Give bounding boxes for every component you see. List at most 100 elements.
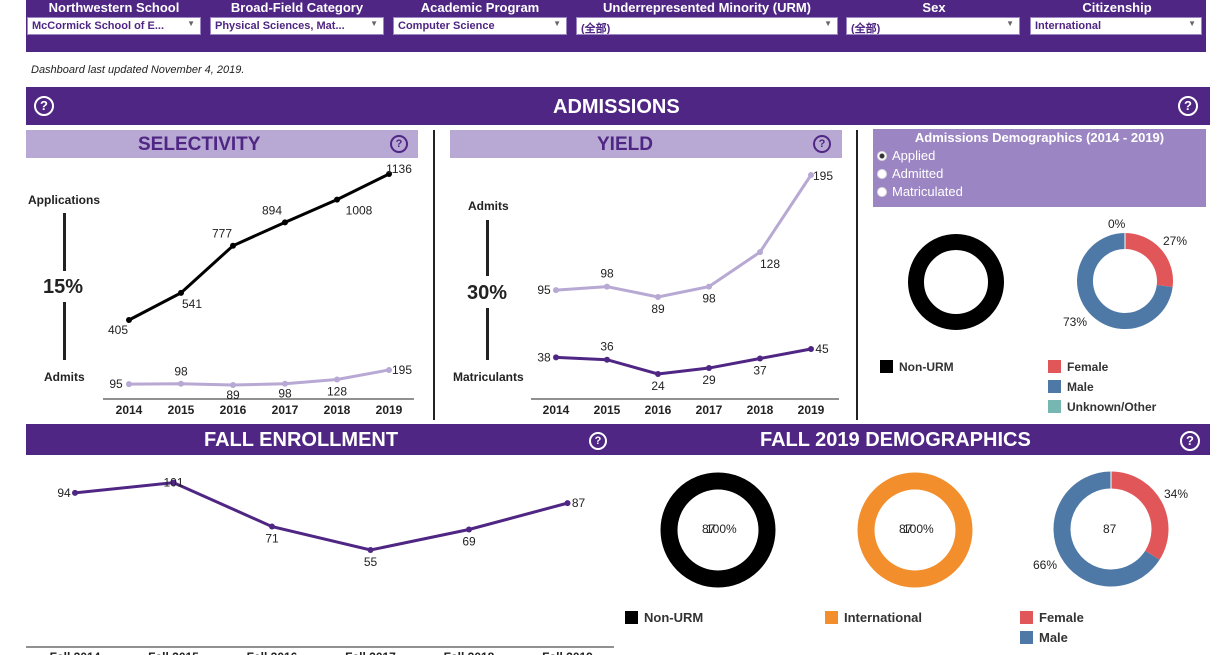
- data-label: 89: [651, 302, 665, 316]
- legend-label: International: [844, 610, 923, 625]
- fall-citizenship-donut: [857, 472, 973, 588]
- fall-urm-donut-label: 100%: [706, 522, 737, 536]
- filter-value-broad-field: Physical Sciences, Mat...: [215, 20, 345, 32]
- data-label: 98: [174, 365, 188, 379]
- x-tick-label: 2018: [747, 403, 774, 417]
- data-label: 24: [651, 379, 665, 393]
- data-point: [126, 317, 132, 323]
- data-point: [757, 355, 763, 362]
- data-point: [126, 381, 132, 388]
- data-point: [367, 547, 374, 553]
- legend-international: International: [825, 610, 922, 625]
- sex-donut: [1077, 233, 1173, 329]
- data-label: 98: [278, 387, 292, 401]
- last-updated-text: Dashboard last updated November 4, 2019.: [31, 64, 245, 76]
- legend-swatch: [1048, 360, 1061, 373]
- radio-admitted[interactable]: Admitted: [877, 166, 943, 181]
- x-tick-label: 2017: [272, 403, 299, 417]
- x-tick-label: 2014: [543, 403, 570, 417]
- filter-select-program[interactable]: Computer Science ▼: [393, 17, 567, 35]
- x-tick-label: Fall 2015: [148, 650, 199, 655]
- urm-donut-slice-non-urm: [908, 234, 1004, 330]
- data-point: [72, 489, 78, 496]
- help-icon[interactable]: ?: [589, 432, 607, 450]
- radio-matriculated[interactable]: Matriculated: [877, 184, 963, 199]
- legend-female: Female: [1020, 610, 1084, 625]
- divider: [856, 130, 858, 420]
- data-point: [170, 479, 177, 486]
- filter-value-sex: (全部): [851, 23, 881, 35]
- yield-title: YIELD: [597, 134, 653, 155]
- x-tick-label: 2015: [594, 403, 621, 417]
- data-point: [564, 500, 571, 507]
- x-tick-label: 2018: [324, 403, 351, 417]
- yield-bottom-label: Matriculants: [453, 370, 524, 384]
- filter-value-urm: (全部): [581, 23, 611, 35]
- data-point: [655, 294, 661, 300]
- filter-select-citizenship[interactable]: International ▼: [1030, 17, 1202, 35]
- selectivity-rate: 15%: [43, 276, 84, 298]
- legend-swatch: [1020, 611, 1033, 624]
- x-tick-label: Fall 2014: [50, 650, 101, 655]
- help-icon[interactable]: ?: [813, 135, 831, 153]
- legend-non-urm: Non-URM: [880, 360, 954, 374]
- data-label: 71: [265, 532, 279, 546]
- x-tick-label: 2014: [116, 403, 143, 417]
- selectivity-header: [26, 130, 418, 158]
- help-icon[interactable]: ?: [390, 135, 408, 153]
- filter-label-program: Academic Program: [420, 0, 540, 15]
- filter-value-program: Computer Science: [398, 20, 495, 32]
- data-label: 894: [262, 203, 282, 217]
- x-tick-label: Fall 2017: [345, 650, 396, 655]
- data-label: 87: [572, 496, 586, 510]
- sex-donut-other-label: 0%: [1108, 217, 1126, 231]
- selectivity-title: SELECTIVITY: [138, 134, 261, 155]
- data-label: 128: [327, 384, 347, 398]
- legend-male: Male: [1020, 630, 1068, 645]
- radio-label: Admitted: [892, 166, 944, 181]
- filter-label-urm: Underrepresented Minority (URM): [602, 0, 812, 15]
- filter-select-broad-field[interactable]: Physical Sciences, Mat... ▼: [210, 17, 384, 35]
- legend-non-urm: Non-URM: [625, 610, 703, 625]
- radio-applied[interactable]: Applied: [877, 148, 935, 163]
- data-label: 195: [813, 169, 833, 183]
- data-label: 98: [702, 292, 716, 306]
- chevron-down-icon: ▼: [553, 19, 561, 28]
- chevron-down-icon: ▼: [1188, 19, 1196, 28]
- donut-slice-female: [1110, 471, 1169, 560]
- x-tick-label: 2015: [168, 403, 195, 417]
- data-point: [282, 219, 288, 226]
- data-label: 101: [163, 476, 183, 490]
- yield-rate: 30%: [467, 282, 508, 304]
- data-label: 195: [392, 363, 412, 377]
- help-icon[interactable]: ?: [34, 96, 54, 116]
- fall-citizenship-donut-label: 100%: [903, 522, 934, 536]
- filter-select-sex[interactable]: (全部) ▼: [846, 17, 1020, 35]
- filter-select-school[interactable]: McCormick School of E... ▼: [27, 17, 201, 35]
- legend-label: Female: [1067, 360, 1109, 374]
- data-point: [604, 356, 610, 363]
- data-point: [553, 354, 559, 361]
- admissions-header: [26, 87, 1210, 125]
- fall-citizenship-donut-overlap-label: 87: [899, 522, 913, 536]
- help-icon[interactable]: ?: [1180, 431, 1200, 451]
- fall-enrollment-title: FALL ENROLLMENT: [204, 429, 399, 451]
- legend-swatch: [1048, 400, 1061, 413]
- filter-label-school: Northwestern School: [48, 0, 180, 15]
- chevron-down-icon: ▼: [187, 19, 195, 28]
- selectivity-chart: 405 541 777 894 1008 1136 95 98 89 98 128 195 2014 20…: [103, 162, 414, 417]
- yield-top-label: Admits: [468, 199, 509, 213]
- data-point: [706, 365, 712, 372]
- series-line: [74, 481, 568, 552]
- fall-urm-donut-overlap-label: 87: [702, 522, 716, 536]
- data-label: 29: [702, 373, 716, 387]
- filter-label-broad-field: Broad-Field Category: [230, 0, 364, 15]
- help-icon[interactable]: ?: [1178, 96, 1198, 116]
- filter-value-school: McCormick School of E...: [32, 20, 165, 32]
- fall-demographics-title: FALL 2019 DEMOGRAPHICS: [760, 429, 1031, 451]
- yield-header: [450, 130, 842, 158]
- data-label: 777: [212, 227, 232, 241]
- donut-slice-male: [1053, 471, 1160, 587]
- data-label: 95: [537, 283, 551, 297]
- filter-select-urm[interactable]: (全部) ▼: [576, 17, 838, 35]
